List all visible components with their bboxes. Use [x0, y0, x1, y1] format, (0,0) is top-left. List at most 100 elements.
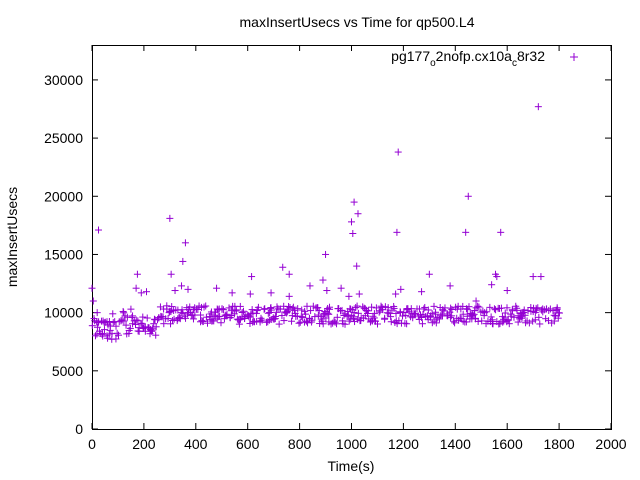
data-point	[470, 310, 478, 318]
data-point	[299, 314, 307, 322]
data-point	[122, 321, 130, 329]
data-point	[418, 288, 426, 296]
data-point	[129, 320, 137, 328]
y-tick-label: 10000	[44, 305, 83, 321]
data-point	[462, 318, 470, 326]
data-point	[125, 329, 133, 337]
data-point	[402, 311, 410, 319]
data-point	[504, 316, 512, 324]
data-point	[221, 311, 229, 319]
data-point	[338, 306, 346, 314]
data-point	[428, 310, 436, 318]
x-tick-label: 800	[288, 436, 312, 452]
data-point	[462, 228, 470, 236]
data-point	[89, 297, 97, 305]
data-point	[347, 305, 355, 313]
data-point	[290, 306, 298, 314]
data-point	[392, 290, 400, 298]
data-point	[399, 312, 407, 320]
data-point	[260, 305, 268, 313]
data-point	[293, 312, 301, 320]
data-point	[164, 315, 172, 323]
data-point	[279, 263, 287, 271]
data-point	[94, 226, 102, 234]
data-point	[393, 228, 401, 236]
data-point	[353, 302, 361, 310]
x-tick-label: 600	[236, 436, 260, 452]
data-point	[493, 273, 501, 281]
data-point	[194, 306, 202, 314]
data-point	[446, 282, 454, 290]
y-tick-label: 5000	[52, 363, 83, 379]
data-point	[430, 302, 438, 310]
data-point	[472, 304, 480, 312]
data-point	[300, 318, 308, 326]
data-point	[88, 284, 96, 292]
data-point	[95, 318, 103, 326]
data-point	[98, 330, 106, 338]
data-point	[403, 320, 411, 328]
data-point	[459, 317, 467, 325]
data-point	[424, 306, 432, 314]
data-point	[368, 303, 376, 311]
data-point	[275, 320, 283, 328]
data-point	[216, 312, 224, 320]
y-tick-label: 15000	[44, 246, 83, 262]
data-point	[432, 308, 440, 316]
data-point	[370, 310, 378, 318]
data-point	[232, 306, 240, 314]
data-point	[350, 314, 358, 322]
data-point	[202, 313, 210, 321]
data-point	[421, 303, 429, 311]
legend-label-part: o	[430, 58, 436, 69]
data-point	[228, 289, 236, 297]
data-point	[236, 302, 244, 310]
data-point	[152, 331, 160, 339]
data-point	[118, 316, 126, 324]
data-point	[537, 273, 545, 281]
data-point	[177, 309, 185, 317]
data-point	[451, 319, 459, 327]
data-point	[496, 320, 504, 328]
data-point	[322, 314, 330, 322]
data-point	[420, 305, 428, 313]
data-point	[503, 287, 511, 295]
legend-label: pg177o2nofp.cx10ac8r32	[391, 48, 545, 69]
data-point	[298, 306, 306, 314]
data-point	[248, 273, 256, 281]
data-point	[314, 304, 322, 312]
data-point	[272, 308, 280, 316]
data-point	[223, 310, 231, 318]
data-point	[115, 318, 123, 326]
data-point	[278, 312, 286, 320]
data-point	[139, 313, 147, 321]
data-point	[93, 309, 101, 317]
data-point	[387, 318, 395, 326]
data-point	[333, 313, 341, 321]
data-point	[387, 313, 395, 321]
data-point	[459, 310, 467, 318]
data-point	[267, 289, 275, 297]
data-point	[132, 316, 140, 324]
y-tick-label: 25000	[44, 130, 83, 146]
data-point	[397, 285, 405, 293]
data-point	[303, 302, 311, 310]
data-point	[447, 304, 455, 312]
data-point	[119, 307, 127, 315]
data-point	[534, 103, 542, 111]
data-point	[152, 323, 160, 331]
data-point	[350, 198, 358, 206]
data-point	[381, 314, 389, 322]
x-tick-label: 1400	[440, 436, 471, 452]
data-point	[199, 318, 207, 326]
data-point	[120, 317, 128, 325]
data-point	[171, 287, 179, 295]
data-point	[112, 335, 120, 343]
data-point	[435, 315, 443, 323]
data-point	[550, 317, 558, 325]
data-point	[531, 316, 539, 324]
data-point	[311, 313, 319, 321]
data-point	[285, 292, 293, 300]
legend-label-part: 8r32	[517, 48, 545, 64]
